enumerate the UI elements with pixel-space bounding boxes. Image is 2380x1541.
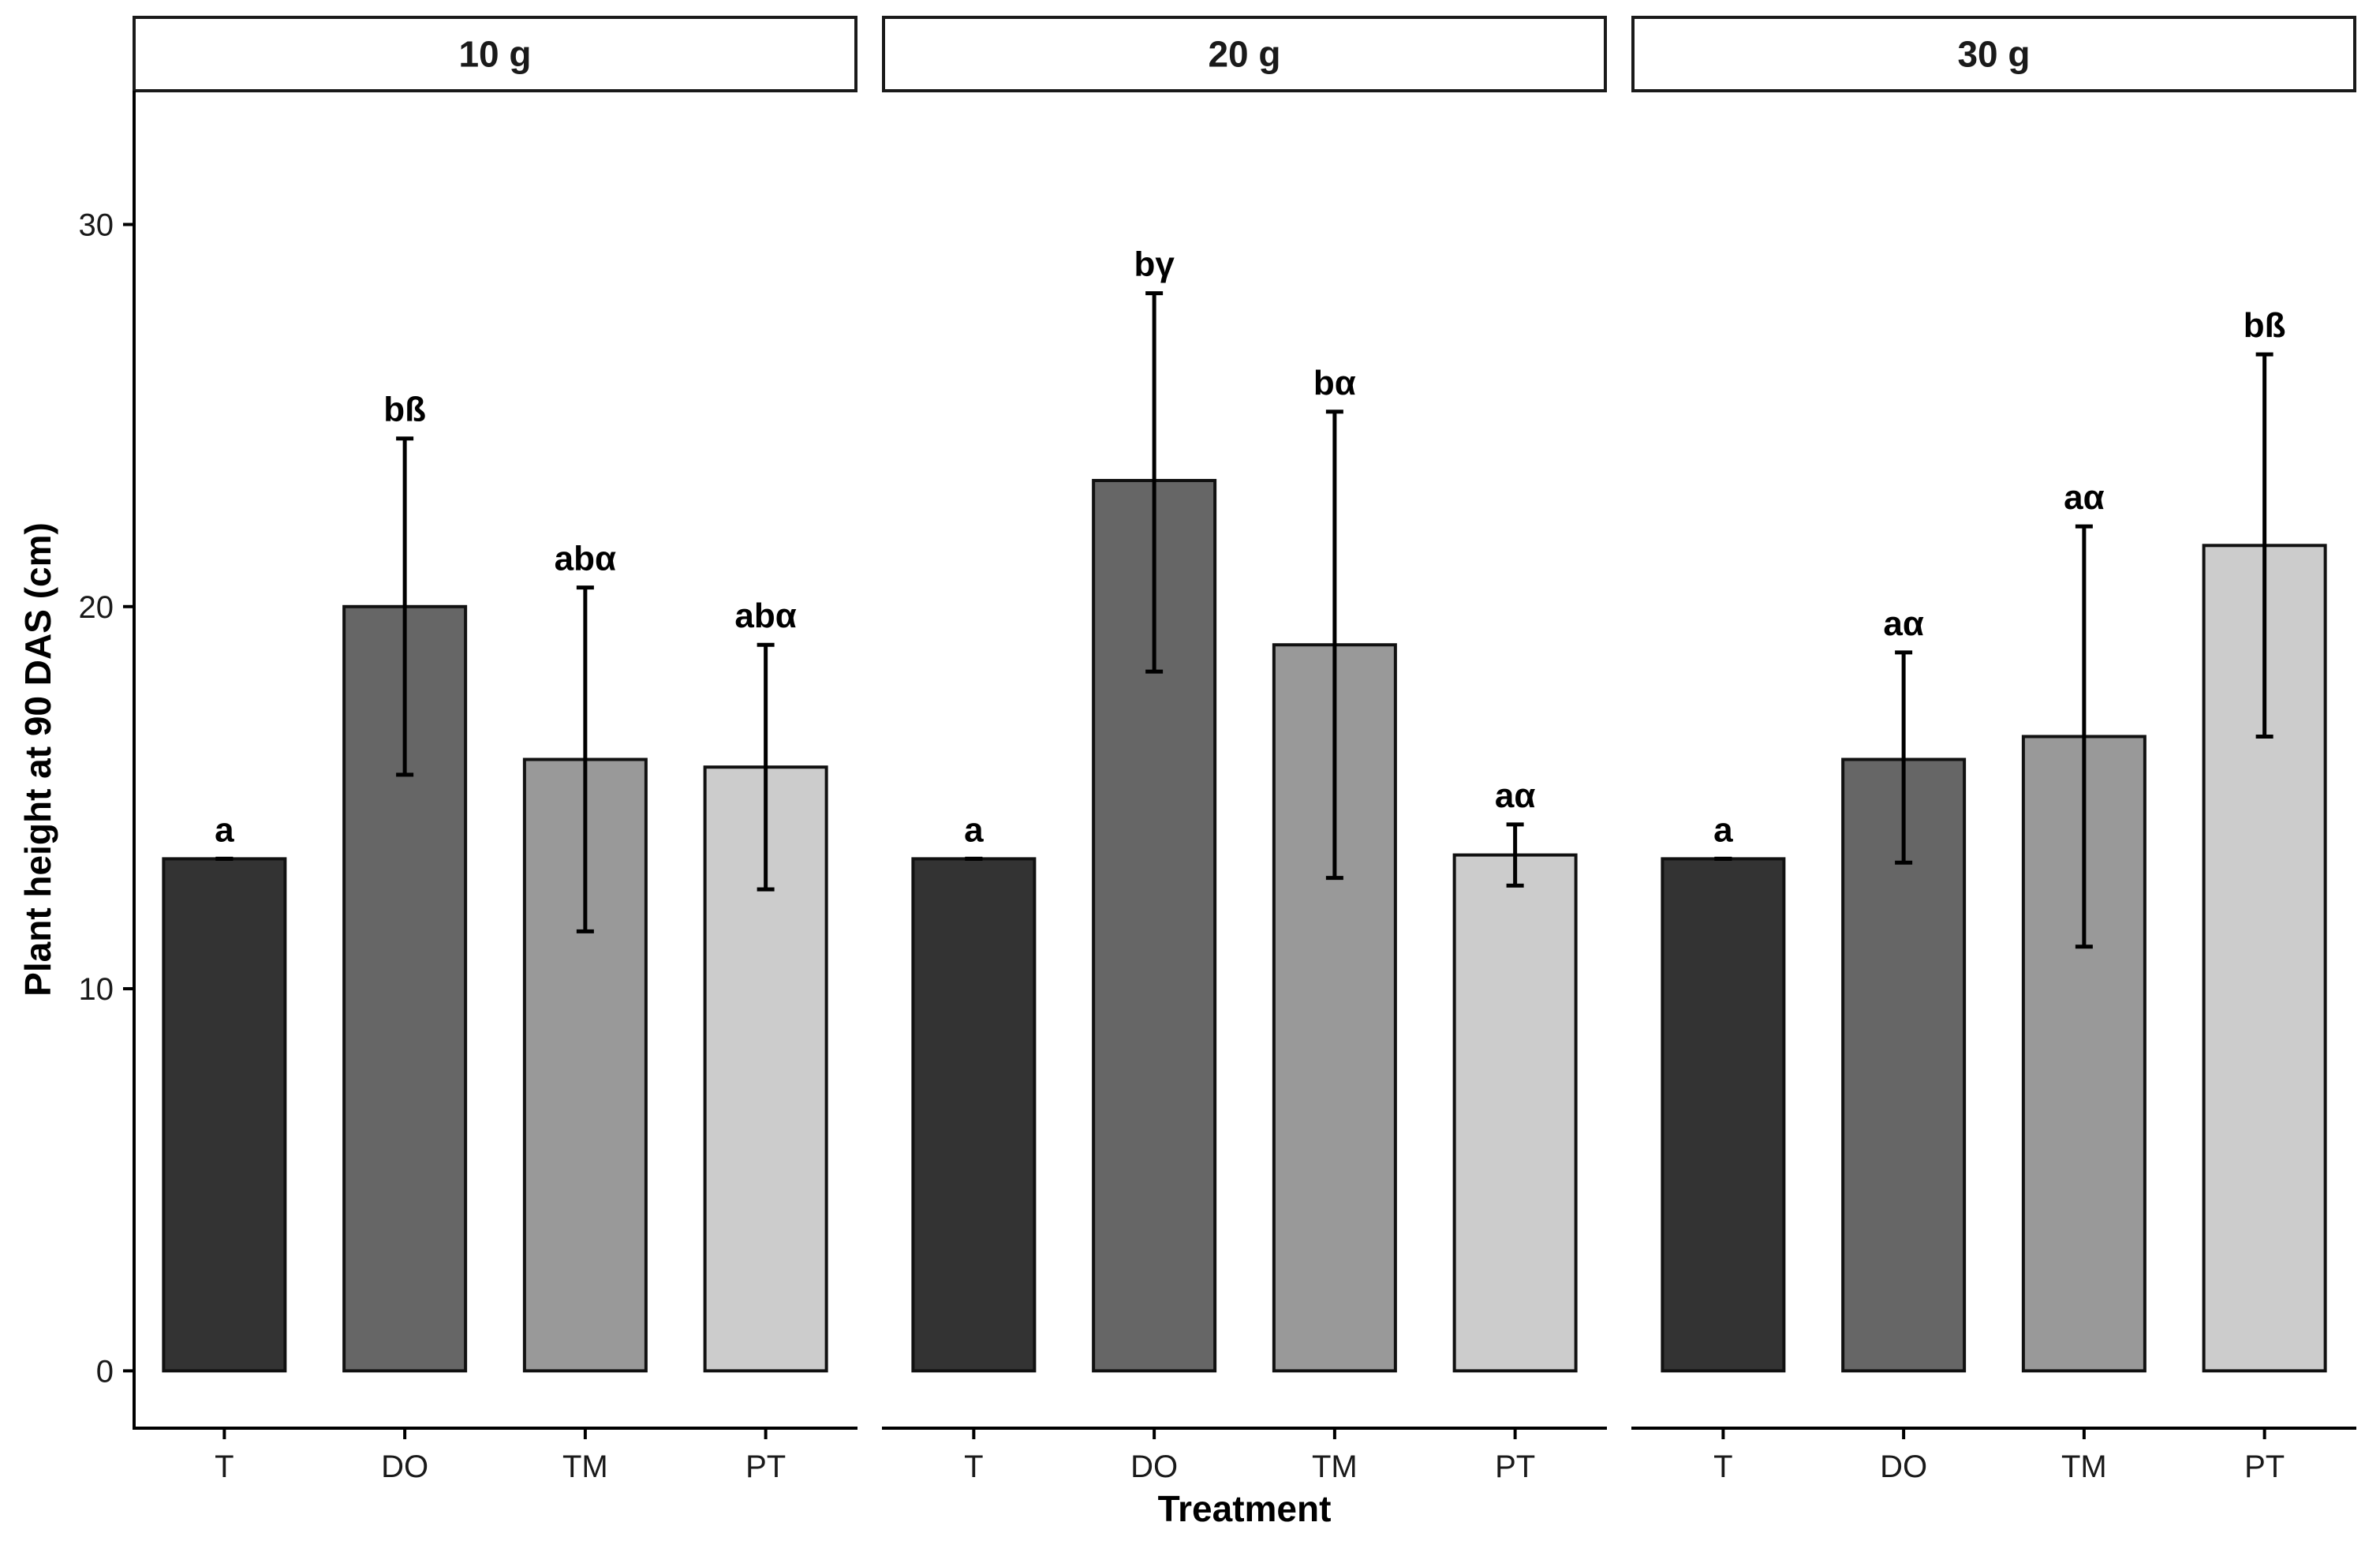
significance-label: bß: [383, 391, 426, 429]
x-tick-label: T: [1713, 1449, 1732, 1484]
x-tick-label: PT: [745, 1449, 786, 1484]
x-tick-label: DO: [1130, 1449, 1178, 1484]
error-bar: [757, 642, 775, 892]
x-tick-label: TM: [562, 1449, 608, 1484]
facet-strip: [133, 16, 857, 92]
x-tick-label: T: [215, 1449, 234, 1484]
significance-label: aα: [1883, 604, 1924, 643]
y-axis: 0 10 20 30: [79, 91, 136, 1430]
significance-label: a: [1713, 810, 1733, 849]
significance-label: bα: [1313, 364, 1356, 402]
y-tick-label: 10: [79, 972, 114, 1007]
error-bar: [1506, 822, 1524, 888]
bar-T: [1661, 857, 1786, 1373]
bar-T: [911, 857, 1037, 1373]
significance-label: abα: [734, 597, 796, 635]
error-bar: [2255, 352, 2274, 739]
y-tick-label: 0: [96, 1354, 114, 1389]
x-tick-label: PT: [1495, 1449, 1535, 1484]
bar-T: [162, 857, 287, 1373]
panel-10-g: 10 g a Tbß DO abα TM abα PT: [133, 16, 857, 1484]
y-tick-label: 20: [79, 590, 114, 625]
error-bar: [396, 436, 414, 777]
panel-30-g: 30 g a Taα DO aα TM bß PT: [1631, 16, 2356, 1484]
significance-label: abα: [555, 540, 616, 578]
x-axis-title: Treatment: [1158, 1488, 1332, 1529]
y-tick-label: 30: [79, 208, 114, 243]
error-bar: [1145, 291, 1164, 674]
x-tick-label: T: [964, 1449, 983, 1484]
significance-label: bß: [2244, 306, 2286, 345]
error-bar: [2075, 524, 2093, 949]
error-bar: [1895, 650, 1913, 865]
panel-20-g: 20 g a Tbγ DO bα TM aα PT: [882, 16, 1607, 1484]
y-axis-title: Plant height at 90 DAS (cm): [17, 522, 58, 997]
x-tick-label: TM: [1312, 1449, 1358, 1484]
significance-label: aα: [2064, 478, 2105, 517]
facet-strip: [1631, 16, 2356, 92]
facet-strip-label: 20 g: [1208, 34, 1280, 75]
error-bar: [576, 585, 594, 933]
significance-label: a: [215, 810, 234, 849]
error-bar: [1325, 410, 1343, 881]
bar-PT: [1452, 853, 1578, 1373]
significance-label: aα: [1495, 776, 1536, 815]
x-tick-label: TM: [2061, 1449, 2107, 1484]
facet-strip: [882, 16, 1607, 92]
facet-strip-label: 10 g: [458, 34, 531, 75]
x-tick-label: DO: [381, 1449, 428, 1484]
x-tick-label: PT: [2244, 1449, 2285, 1484]
x-tick-label: DO: [1880, 1449, 1927, 1484]
significance-label: bγ: [1134, 245, 1175, 284]
significance-label: a: [964, 810, 984, 849]
facet-strip-label: 30 g: [1957, 34, 2030, 75]
